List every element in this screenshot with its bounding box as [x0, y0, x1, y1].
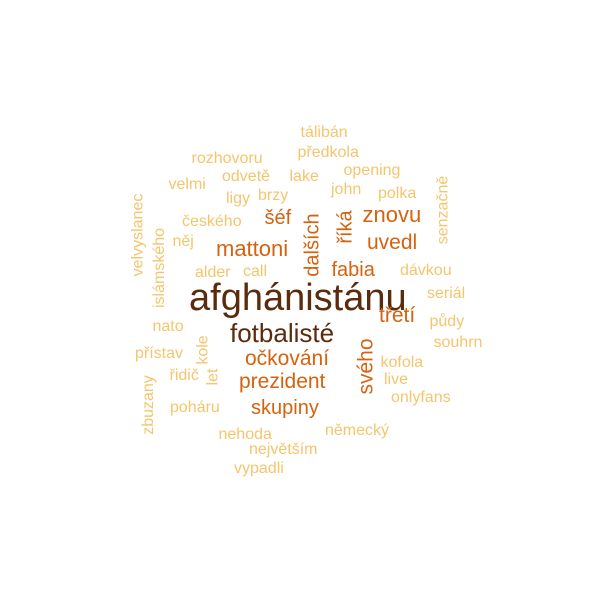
cloud-word: skupiny: [251, 397, 319, 419]
cloud-word: předkola: [297, 144, 359, 161]
cloud-word: německý: [325, 422, 390, 439]
cloud-word: dalších: [301, 213, 324, 277]
cloud-word: seriál: [427, 285, 466, 302]
cloud-word: rozhovoru: [191, 150, 263, 167]
cloud-word: islámského: [151, 227, 169, 309]
cloud-word: něj: [172, 233, 194, 250]
cloud-word: senzačně: [433, 175, 451, 245]
cloud-word: dávkou: [400, 262, 452, 279]
cloud-word: kole: [194, 335, 212, 365]
cloud-word: fotbalisté: [230, 318, 335, 348]
cloud-word: alder: [195, 264, 231, 281]
cloud-word: velvyslanec: [128, 193, 146, 277]
cloud-word: zbuzany: [139, 375, 157, 435]
cloud-word: souhrn: [433, 334, 483, 351]
cloud-word: fabia: [331, 259, 375, 281]
cloud-word: třetí: [379, 303, 416, 327]
cloud-word: let: [203, 368, 221, 386]
cloud-word: největším: [249, 441, 318, 458]
cloud-word: brzy: [258, 187, 289, 204]
cloud-word: lake: [289, 168, 319, 185]
cloud-word: kofola: [380, 354, 424, 371]
cloud-word: john: [331, 181, 362, 198]
cloud-word: českého: [182, 213, 242, 230]
cloud-word: nehoda: [218, 426, 272, 443]
cloud-word: poháru: [170, 399, 220, 416]
cloud-word: opening: [343, 162, 401, 179]
cloud-word: šéf: [264, 207, 292, 229]
cloud-word: nato: [152, 318, 184, 335]
cloud-word: půdy: [429, 313, 465, 330]
cloud-word: ligy: [226, 190, 251, 207]
cloud-word: tálibán: [300, 124, 348, 141]
cloud-word: znovu: [362, 202, 422, 227]
cloud-word: polka: [378, 185, 417, 202]
cloud-word: prezident: [239, 369, 326, 393]
cloud-word: svého: [354, 337, 378, 395]
cloud-word: live: [384, 371, 409, 388]
cloud-word: přístav: [135, 345, 184, 362]
cloud-word: onlyfans: [391, 389, 451, 406]
cloud-word: uvedl: [367, 230, 418, 254]
cloud-word: říká: [334, 210, 357, 244]
cloud-word: řidič: [169, 367, 199, 384]
cloud-word: call: [243, 263, 268, 280]
cloud-word: očkování: [245, 346, 330, 370]
cloud-word: afghánistánu: [189, 277, 407, 319]
cloud-word: odvetě: [222, 168, 271, 185]
cloud-word: vypadli: [234, 460, 284, 477]
cloud-word: mattoni: [216, 236, 289, 261]
cloud-word: velmi: [168, 176, 206, 193]
